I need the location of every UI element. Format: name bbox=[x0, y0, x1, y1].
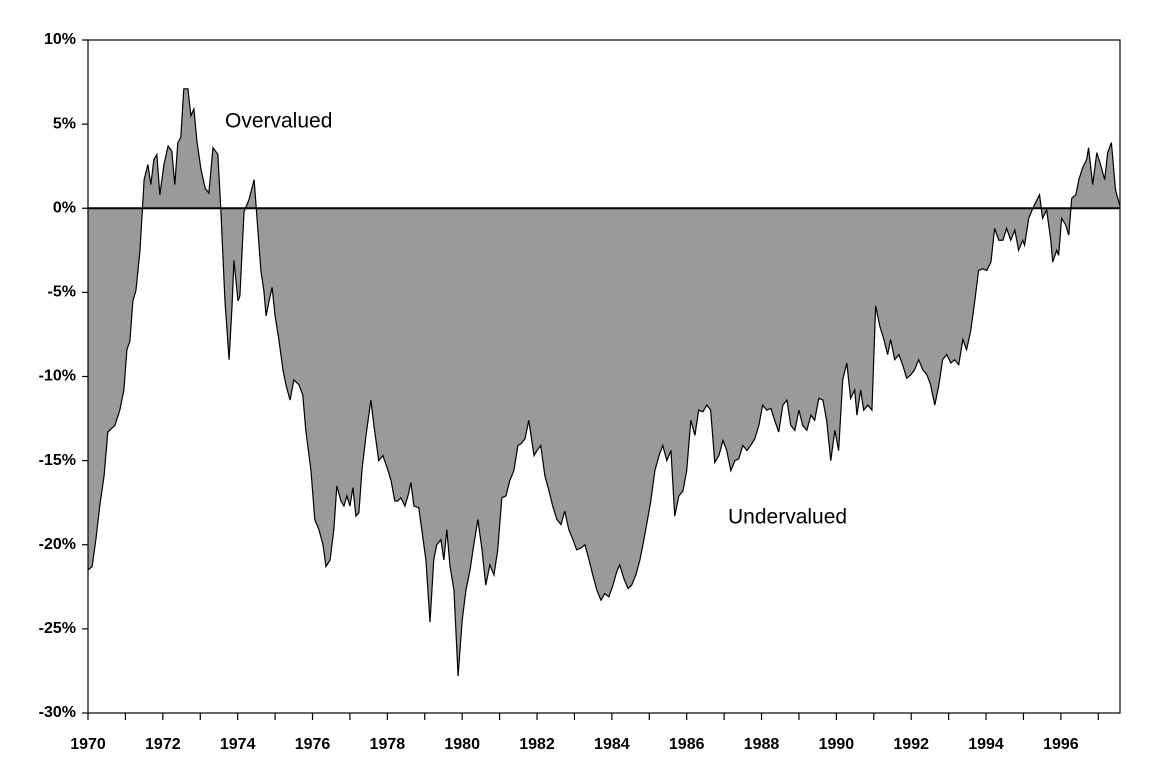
annotation: Undervalued bbox=[728, 506, 847, 529]
x-tick-label: 1978 bbox=[370, 736, 406, 753]
x-tick-label: 1984 bbox=[594, 736, 630, 753]
annotation: Overvalued bbox=[225, 110, 332, 133]
x-tick-label: 1982 bbox=[519, 736, 555, 753]
x-tick-label: 1974 bbox=[220, 736, 256, 753]
area-fill bbox=[88, 88, 1120, 676]
x-tick-label: 1990 bbox=[819, 736, 855, 753]
x-tick-label: 1976 bbox=[295, 736, 331, 753]
y-tick-label: -10% bbox=[39, 368, 76, 385]
y-tick-label: -20% bbox=[39, 536, 76, 553]
y-tick-label: -5% bbox=[48, 284, 76, 301]
y-tick-label: 5% bbox=[53, 115, 76, 132]
y-tick-label: -15% bbox=[39, 452, 76, 469]
y-tick-label: 0% bbox=[53, 199, 76, 216]
y-tick-label: -30% bbox=[39, 704, 76, 721]
x-tick-label: 1988 bbox=[744, 736, 780, 753]
x-tick-label: 1994 bbox=[968, 736, 1004, 753]
x-tick-label: 1972 bbox=[145, 736, 181, 753]
x-tick-label: 1996 bbox=[1043, 736, 1079, 753]
area-line bbox=[87, 88, 1121, 677]
y-tick-label: -25% bbox=[39, 620, 76, 637]
x-tick-label: 1986 bbox=[669, 736, 705, 753]
x-tick-label: 1980 bbox=[444, 736, 480, 753]
x-tick-label: 1992 bbox=[893, 736, 929, 753]
x-tick-label: 1970 bbox=[70, 736, 106, 753]
y-tick-label: 10% bbox=[44, 31, 76, 48]
